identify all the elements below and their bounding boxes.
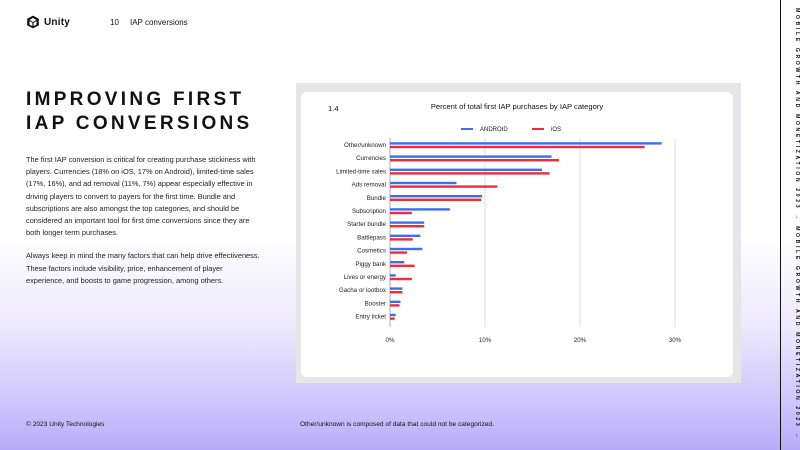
bar-ios [390, 265, 415, 267]
bar-android [390, 301, 400, 303]
category-label: Other/unknown [344, 142, 387, 149]
category-label: Subscription [352, 208, 387, 215]
x-tick-label: 30% [669, 337, 682, 344]
bar-ios [390, 172, 550, 174]
category-label: Cosmetics [357, 248, 386, 255]
chart-card: 1.4 Percent of total first IAP purchases… [301, 92, 733, 377]
paragraph: The first IAP conversion is critical for… [26, 154, 262, 239]
section-label: IAP conversions [130, 18, 188, 27]
category-label: Gacha or lootbox [339, 287, 387, 294]
page-number: 10 [110, 18, 119, 27]
category-label: Ads removal [352, 182, 386, 189]
bar-android [390, 261, 404, 263]
unity-cube-icon [26, 15, 40, 29]
bar-ios [390, 304, 400, 306]
bar-android [390, 208, 450, 210]
category-label: Bundle [367, 195, 387, 202]
bar-ios [390, 185, 497, 187]
body-text: The first IAP conversion is critical for… [26, 154, 262, 298]
bar-chart: 0% 10% 20% 30% ANDROID iOS Other/unknown Curren… [301, 92, 733, 377]
copyright: © 2023 Unity Technologies [26, 421, 104, 428]
category-label: Starter bundle [347, 221, 386, 228]
category-label: Battlepass [357, 234, 386, 241]
bar-android [390, 195, 482, 197]
bar-android [390, 235, 420, 237]
category-label: Limited-time sales [336, 168, 386, 175]
bar-android [390, 274, 396, 276]
bar-ios [390, 212, 412, 214]
x-tick-label: 0% [386, 337, 395, 344]
category-label: Piggy bank [355, 261, 387, 268]
bar-android [390, 142, 662, 144]
footnote: Other/unknown is composed of data that c… [300, 421, 494, 428]
bar-ios [390, 159, 559, 161]
side-running-title: MOBILE GROWTH AND MONETIZATION 2023 → MO… [792, 8, 800, 442]
side-divider [780, 0, 781, 450]
bar-ios [390, 291, 402, 293]
legend-label: ANDROID [480, 127, 508, 133]
category-label: Lives or energy [344, 274, 387, 281]
bar-ios [390, 278, 412, 280]
bar-android [390, 169, 542, 171]
bar-ios [390, 199, 481, 201]
category-label: Booster [365, 300, 386, 307]
bar-android [390, 182, 457, 184]
bar-android [390, 314, 396, 316]
bar-android [390, 287, 402, 289]
x-tick-label: 10% [479, 337, 492, 344]
legend-label: iOS [551, 127, 561, 133]
bar-android [390, 155, 552, 157]
bar-ios [390, 317, 395, 319]
paragraph: Always keep in mind the many factors tha… [26, 250, 262, 287]
brand-name: Unity [44, 17, 70, 28]
bar-ios [390, 238, 413, 240]
bar-android [390, 248, 422, 250]
category-label: Entry ticket [355, 314, 386, 321]
bar-ios [390, 251, 407, 253]
category-label: Currencies [356, 155, 386, 162]
bar-ios [390, 225, 424, 227]
bar-android [390, 221, 424, 223]
bar-ios [390, 146, 645, 148]
x-tick-label: 20% [574, 337, 587, 344]
unity-logo: Unity [26, 15, 70, 29]
page-title: IMPROVING FIRST IAP CONVERSIONS [26, 88, 266, 136]
